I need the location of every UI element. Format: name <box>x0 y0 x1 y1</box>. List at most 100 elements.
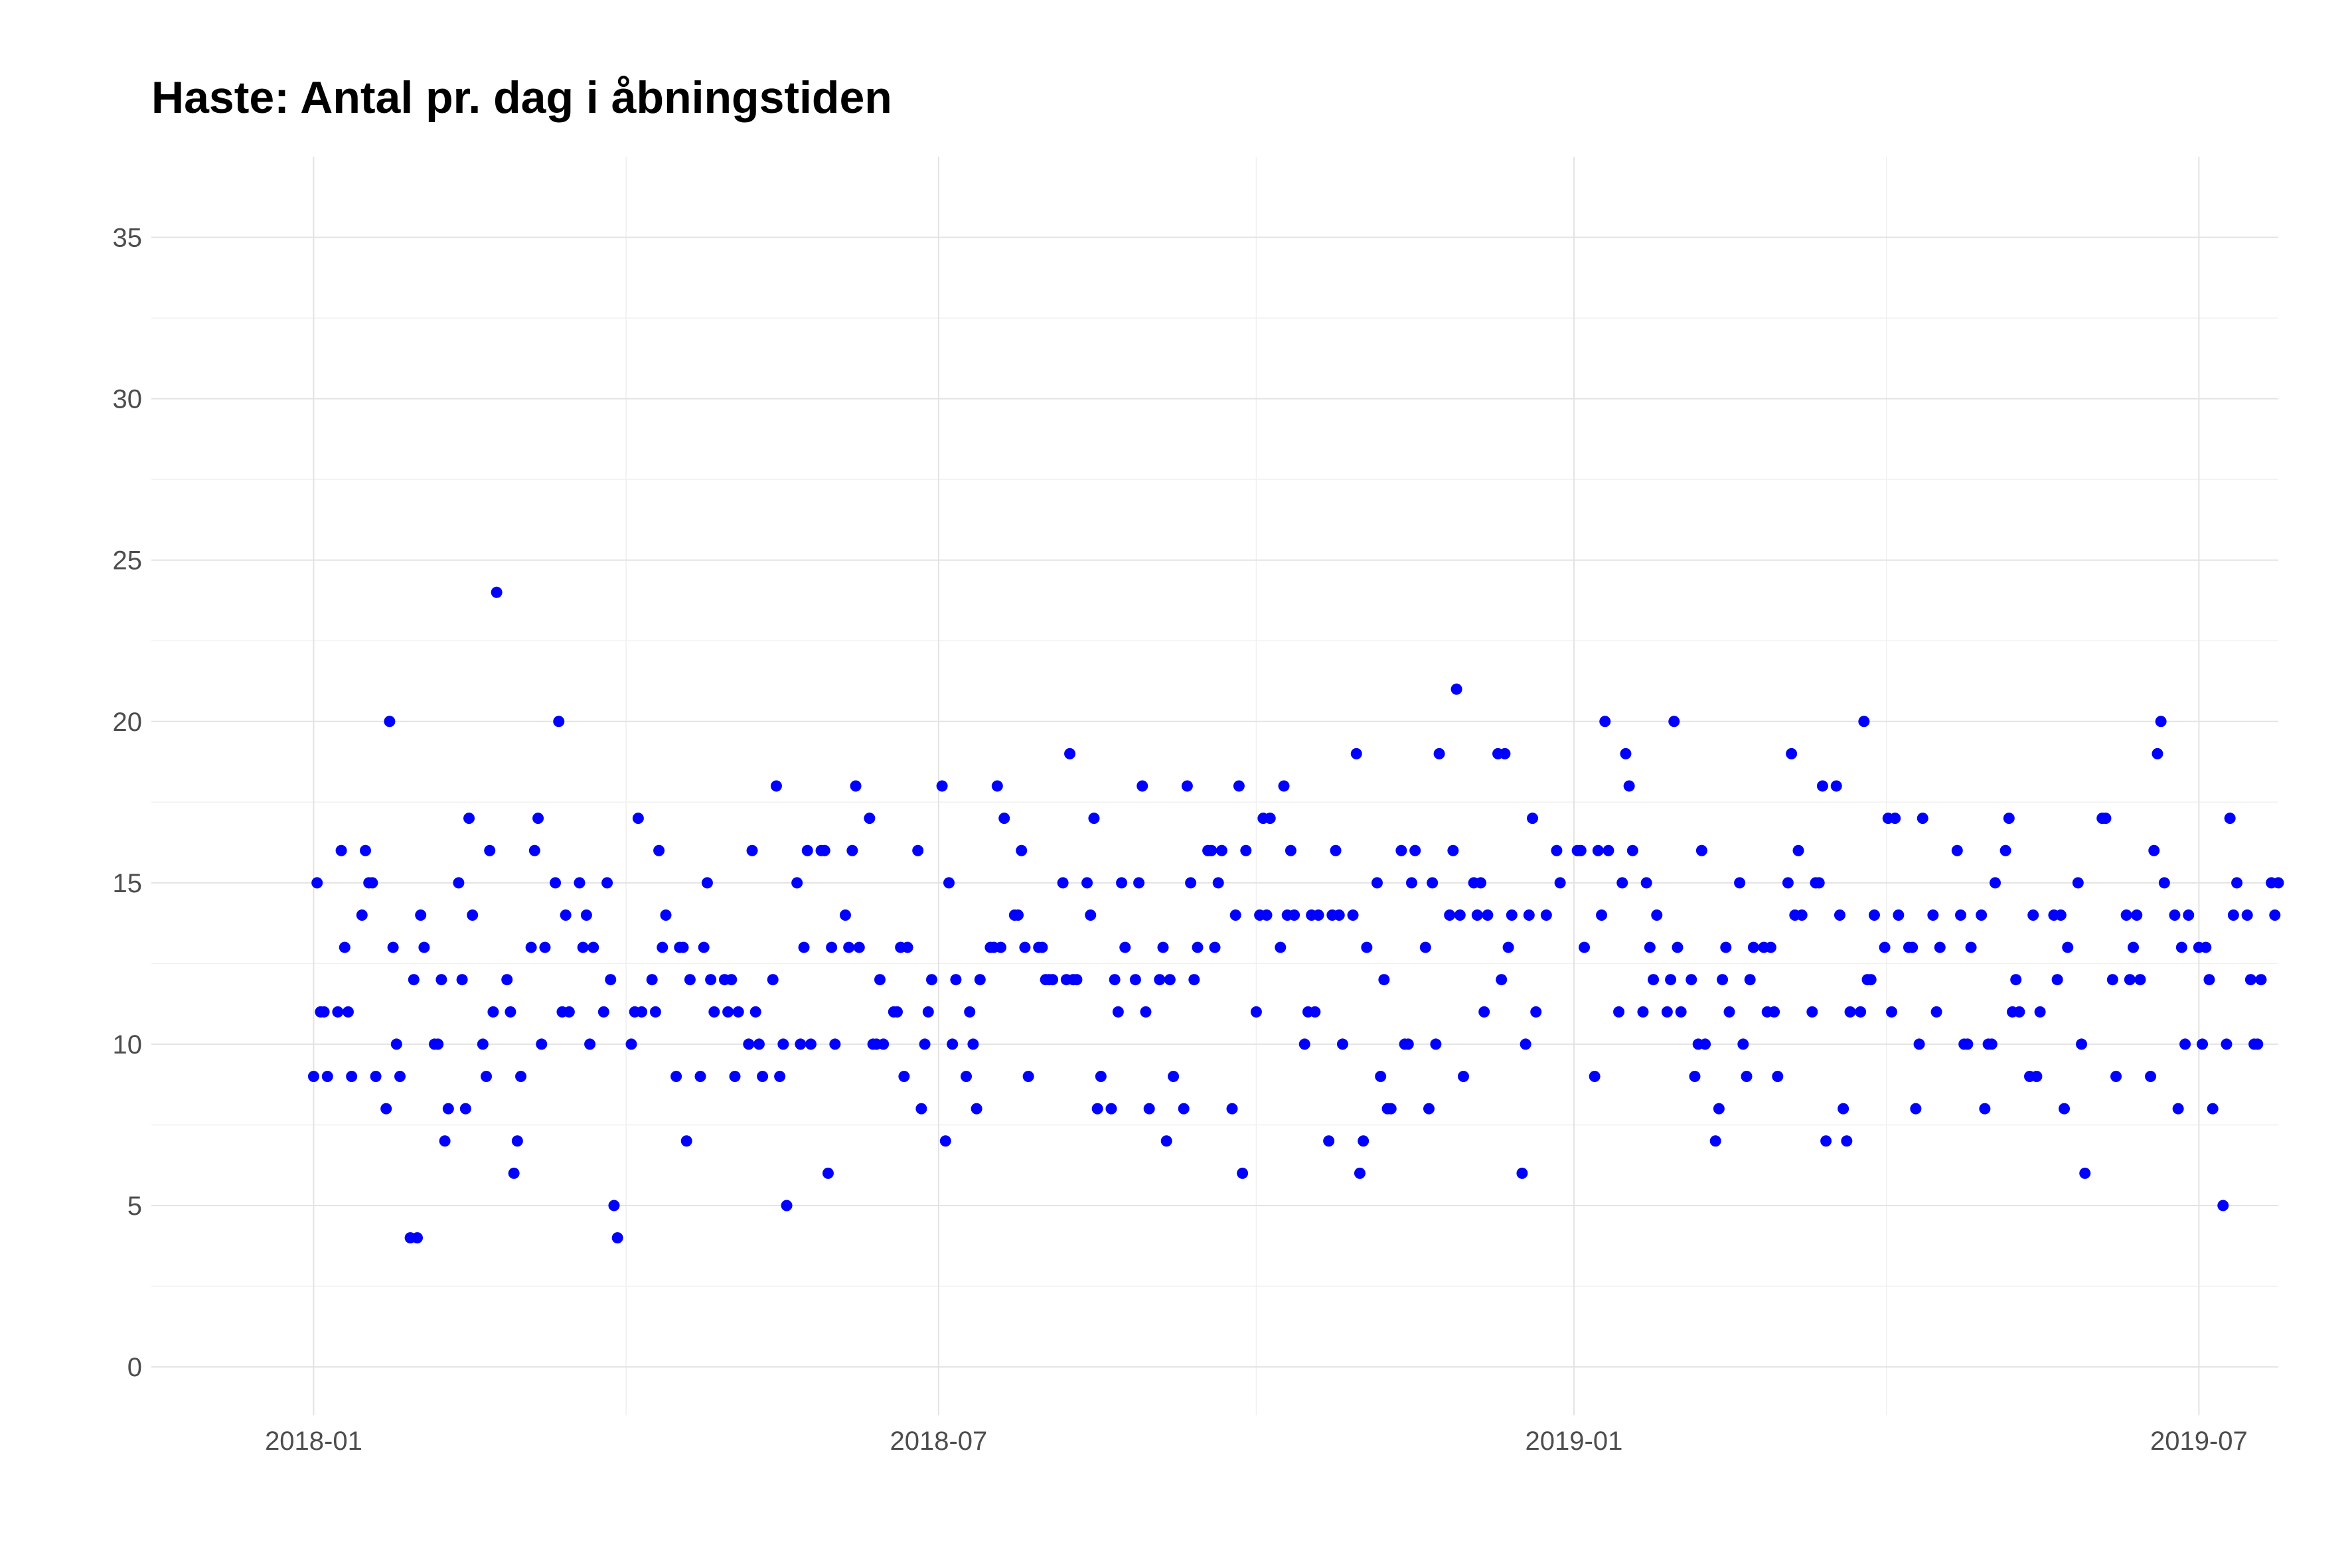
data-point <box>791 877 803 889</box>
data-point <box>1482 909 1494 921</box>
data-point <box>2031 1071 2043 1083</box>
data-point <box>2224 813 2236 824</box>
data-point <box>467 909 479 921</box>
data-point <box>732 1006 744 1018</box>
data-point <box>1233 780 1245 792</box>
data-point <box>1350 747 1362 759</box>
data-point <box>384 716 396 728</box>
data-point <box>2134 974 2146 986</box>
data-point <box>1782 877 1794 889</box>
data-point <box>1813 877 1825 889</box>
data-point <box>1623 780 1635 792</box>
data-point <box>2059 1103 2071 1115</box>
data-point <box>1309 1006 1321 1018</box>
data-point <box>1215 844 1227 856</box>
data-point <box>532 813 544 824</box>
data-point <box>1699 1038 1711 1050</box>
data-point <box>729 1071 741 1083</box>
data-point <box>1358 1135 1370 1147</box>
data-point <box>2110 1071 2122 1083</box>
data-point <box>2175 941 2187 953</box>
data-point <box>1644 941 1656 953</box>
data-point <box>2179 1038 2191 1050</box>
data-point <box>670 1071 682 1083</box>
data-point <box>1164 974 1176 986</box>
data-point <box>891 1006 903 1018</box>
data-point <box>2244 974 2256 986</box>
data-point <box>1596 909 1608 921</box>
x-tick-label: 2019-01 <box>1526 1427 1623 1456</box>
data-point <box>359 844 371 856</box>
data-point <box>2152 747 2163 759</box>
data-point <box>974 974 986 986</box>
data-point <box>1868 909 1880 921</box>
data-point <box>491 586 503 598</box>
data-point <box>1668 716 1680 728</box>
data-point <box>1527 813 1539 824</box>
data-point <box>342 1006 354 1018</box>
data-point <box>1285 844 1296 856</box>
data-point <box>1913 1038 1925 1050</box>
data-point <box>1764 941 1776 953</box>
data-point <box>1976 909 1988 921</box>
data-point <box>515 1071 527 1083</box>
data-point <box>311 877 323 889</box>
data-point <box>1405 877 1417 889</box>
data-point <box>1212 877 1224 889</box>
data-point <box>1192 941 1204 953</box>
data-point <box>995 941 1007 953</box>
data-point <box>456 974 468 986</box>
data-point <box>1140 1006 1152 1018</box>
data-point <box>777 1038 789 1050</box>
data-point <box>1930 1006 1942 1018</box>
data-point <box>1709 1135 1721 1147</box>
data-point <box>1091 1103 1103 1115</box>
data-point <box>1885 1006 1897 1018</box>
data-point <box>501 974 513 986</box>
data-point <box>726 974 738 986</box>
data-point <box>774 1071 786 1083</box>
data-point <box>1530 1006 1542 1018</box>
data-point <box>1834 909 1845 921</box>
data-point <box>1354 1167 1366 1179</box>
data-point <box>1661 1006 1673 1018</box>
y-tick-label: 5 <box>127 1192 142 1221</box>
data-point <box>936 780 948 792</box>
data-point <box>646 974 658 986</box>
y-tick-labels: 0 5 10 15 20 25 30 35 <box>113 224 143 1383</box>
data-point <box>307 1071 319 1083</box>
data-point <box>912 844 924 856</box>
data-point <box>919 1038 931 1050</box>
data-point <box>481 1071 493 1083</box>
data-point <box>394 1071 406 1083</box>
data-point <box>1516 1167 1528 1179</box>
data-point <box>1395 844 1407 856</box>
y-tick-label: 30 <box>113 385 143 414</box>
data-point <box>1088 813 1100 824</box>
data-point <box>1229 909 1241 921</box>
data-point <box>2062 941 2074 953</box>
data-point <box>2027 909 2039 921</box>
data-point <box>1019 941 1031 953</box>
data-point <box>442 1103 454 1115</box>
data-point <box>560 909 572 921</box>
data-point <box>577 941 589 953</box>
data-points <box>307 586 2284 1244</box>
data-point <box>453 877 465 889</box>
data-point <box>2120 909 2132 921</box>
data-point <box>1796 909 1808 921</box>
data-point <box>1523 909 1535 921</box>
data-point <box>1651 909 1663 921</box>
data-point <box>550 877 562 889</box>
data-point <box>439 1135 451 1147</box>
data-point <box>1022 1071 1034 1083</box>
data-point <box>694 1071 706 1083</box>
data-point <box>1264 813 1276 824</box>
data-point <box>412 1232 423 1244</box>
data-point <box>798 941 810 953</box>
data-point <box>1178 1103 1190 1115</box>
minor-grid <box>151 157 2278 1415</box>
data-point <box>1603 844 1614 856</box>
data-point <box>1371 877 1383 889</box>
data-point <box>1275 941 1287 953</box>
